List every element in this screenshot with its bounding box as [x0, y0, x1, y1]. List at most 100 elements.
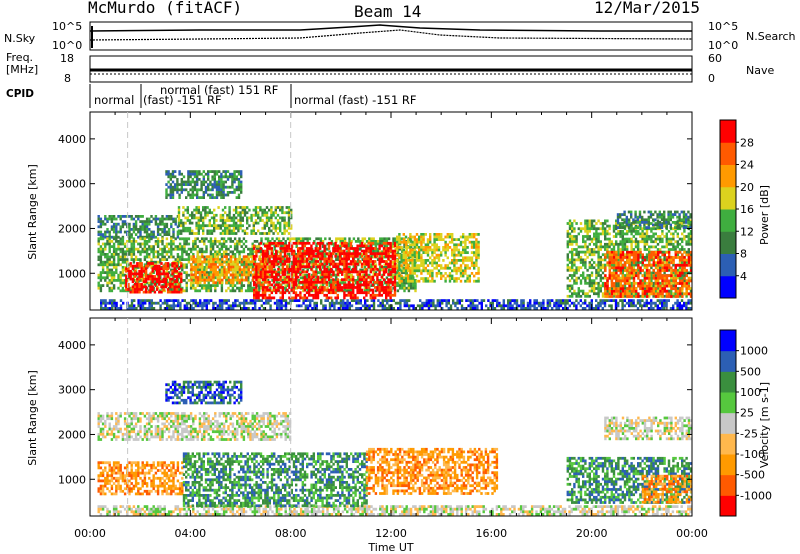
- heatmap-cell: [360, 262, 364, 266]
- heatmap-cell: [641, 299, 644, 302]
- heatmap-cell: [407, 238, 410, 241]
- heatmap-cell: [372, 299, 376, 302]
- heatmap-cell: [341, 278, 344, 282]
- heatmap-cell: [661, 304, 664, 308]
- heatmap-cell: [216, 278, 220, 282]
- heatmap-cell: [546, 301, 549, 305]
- heatmap-cell: [299, 257, 302, 261]
- heatmap-cell: [200, 250, 204, 254]
- heatmap-cell: [252, 229, 255, 233]
- heatmap-cell: [234, 257, 237, 261]
- heatmap-cell: [374, 260, 377, 263]
- heatmap-cell: [422, 235, 425, 239]
- heatmap-cell: [316, 293, 320, 297]
- heatmap-cell: [202, 208, 205, 212]
- heatmap-cell: [399, 301, 402, 305]
- heatmap-cell: [260, 304, 263, 308]
- heatmap-cell: [205, 299, 208, 302]
- heatmap-cell: [190, 304, 193, 308]
- heatmap-cell: [548, 304, 552, 308]
- heatmap-cell: [493, 299, 497, 302]
- heatmap-cell: [317, 286, 320, 290]
- heatmap-cell: [159, 240, 162, 243]
- heatmap-cell: [411, 248, 414, 252]
- heatmap-cell: [238, 268, 242, 272]
- heatmap-cell: [237, 211, 240, 215]
- heatmap-cell: [106, 260, 109, 264]
- heatmap-cell: [119, 307, 123, 310]
- heatmap-cell: [302, 250, 305, 254]
- heatmap-cell: [112, 276, 116, 280]
- heatmap-cell: [244, 245, 248, 248]
- heatmap-cell: [346, 301, 349, 305]
- heatmap-cell: [279, 291, 282, 295]
- heatmap-cell: [308, 291, 311, 295]
- heatmap-cell: [316, 278, 320, 282]
- heatmap-cell: [426, 240, 430, 244]
- heatmap-cell: [180, 191, 183, 194]
- heatmap-cell: [165, 172, 168, 176]
- heatmap-cell: [185, 253, 188, 256]
- heatmap-cell: [400, 240, 403, 244]
- heatmap-cell: [242, 260, 246, 264]
- heatmap-cell: [321, 240, 325, 243]
- heatmap-cell: [261, 219, 264, 222]
- heatmap-cell: [264, 249, 267, 253]
- heatmap-cell: [338, 267, 342, 271]
- heatmap-cell: [632, 301, 635, 305]
- heatmap-cell: [276, 206, 280, 209]
- heatmap-cell: [229, 273, 233, 277]
- heatmap-cell: [234, 304, 237, 308]
- heatmap-cell: [150, 220, 153, 223]
- heatmap-cell: [218, 175, 221, 179]
- heatmap-cell: [156, 222, 160, 226]
- heatmap-cell: [196, 237, 199, 241]
- heatmap-cell: [187, 237, 191, 241]
- heatmap-cell: [529, 307, 532, 310]
- heatmap-cell: [295, 299, 299, 302]
- heatmap-cell: [247, 279, 250, 282]
- heatmap-cell: [218, 271, 221, 274]
- heatmap-cell: [387, 254, 390, 258]
- heatmap-cell: [326, 247, 329, 251]
- heatmap-cell: [553, 304, 556, 308]
- heatmap-cell: [163, 228, 166, 231]
- heatmap-cell: [266, 270, 269, 274]
- heatmap-cell: [354, 279, 358, 282]
- heatmap-cell: [599, 301, 602, 305]
- heatmap-cell: [143, 255, 147, 259]
- heatmap-cell: [213, 170, 216, 173]
- heatmap-cell: [435, 261, 438, 265]
- heatmap-cell: [225, 273, 228, 277]
- heatmap-cell: [229, 185, 232, 189]
- heatmap-cell: [363, 278, 366, 282]
- heatmap-cell: [551, 307, 554, 310]
- heatmap-cell: [218, 188, 221, 192]
- heatmap-cell: [110, 253, 114, 256]
- heatmap-cell: [261, 252, 265, 256]
- heatmap-cell: [621, 301, 624, 305]
- heatmap-cell: [414, 279, 417, 282]
- heatmap-cell: [564, 301, 567, 305]
- heatmap-cell: [101, 276, 105, 280]
- heatmap-cell: [343, 257, 346, 261]
- heatmap-cell: [136, 288, 139, 291]
- heatmap-cell: [463, 307, 466, 310]
- heatmap-cell: [165, 242, 169, 246]
- heatmap-cell: [319, 257, 322, 261]
- heatmap-cell: [345, 247, 348, 250]
- heatmap-cell: [185, 237, 188, 241]
- heatmap-cell: [144, 277, 148, 281]
- heatmap-cell: [310, 280, 313, 284]
- heatmap-cell: [159, 304, 162, 308]
- heatmap-cell: [177, 232, 181, 235]
- heatmap-cell: [343, 240, 347, 243]
- heatmap-cell: [418, 246, 421, 249]
- heatmap-cell: [263, 224, 266, 228]
- heatmap-cell: [161, 250, 164, 254]
- heatmap-cell: [188, 301, 191, 305]
- heatmap-cell: [212, 304, 215, 308]
- heatmap-cell: [297, 260, 300, 263]
- heatmap-cell: [379, 242, 382, 246]
- heatmap-cell: [237, 180, 241, 184]
